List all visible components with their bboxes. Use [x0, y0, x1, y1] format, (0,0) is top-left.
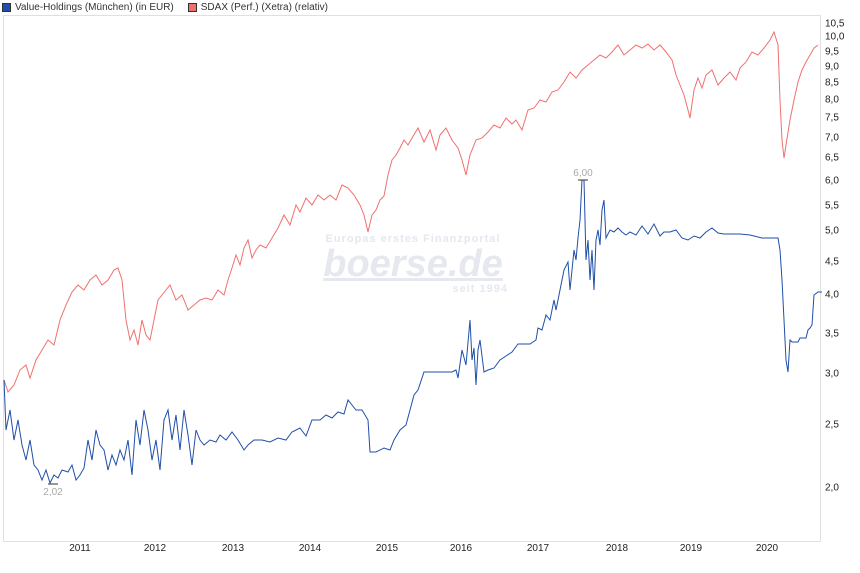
y-tick: 6,0	[825, 175, 839, 187]
y-tick: 7,0	[825, 132, 839, 144]
x-tick: 2012	[143, 543, 167, 554]
y-tick: 6,5	[825, 152, 839, 164]
x-tick: 2018	[605, 543, 629, 554]
legend-swatch-blue	[2, 2, 11, 12]
y-tick: 8,5	[825, 77, 839, 89]
y-tick: 2,0	[825, 482, 839, 494]
legend-label: Value-Holdings (München) (in EUR)	[15, 1, 174, 13]
x-tick: 2014	[298, 543, 322, 554]
y-tick: 3,0	[825, 368, 839, 380]
legend-swatch-red	[187, 2, 197, 12]
x-tick: 2015	[375, 543, 399, 554]
sdax-line	[3, 30, 819, 393]
y-tick: 4,0	[825, 289, 839, 301]
plot-area	[3, 15, 821, 542]
y-tick: 8,0	[825, 94, 839, 106]
y-tick: 2,5	[825, 419, 839, 431]
legend-item-value-holdings[interactable]: Value-Holdings (München) (in EUR)	[2, 2, 174, 13]
x-tick: 2016	[449, 543, 473, 554]
max-annotation: 6,00	[573, 168, 593, 179]
legend: Value-Holdings (München) (in EUR) SDAX (…	[2, 0, 342, 14]
x-tick: 2011	[69, 543, 91, 554]
legend-label: SDAX (Perf.) (Xetra) (relativ)	[200, 1, 329, 13]
y-tick: 9,0	[825, 61, 839, 73]
y-tick: 7,5	[825, 112, 839, 124]
y-tick: 5,0	[825, 225, 839, 237]
x-tick: 2020	[755, 543, 779, 554]
y-tick: 10,5	[825, 18, 845, 30]
x-tick: 2017	[526, 543, 550, 554]
value-holdings-line	[3, 179, 822, 485]
y-tick: 10,0	[825, 31, 845, 43]
legend-item-sdax[interactable]: SDAX (Perf.) (Xetra) (relativ)	[187, 1, 329, 13]
x-tick: 2019	[679, 543, 703, 554]
y-tick: 4,5	[825, 256, 839, 268]
x-tick: 2013	[221, 543, 245, 554]
y-tick: 3,5	[825, 328, 839, 340]
min-annotation: 2,02	[43, 487, 63, 498]
y-tick: 5,5	[825, 200, 839, 212]
y-tick: 9,5	[825, 46, 839, 58]
